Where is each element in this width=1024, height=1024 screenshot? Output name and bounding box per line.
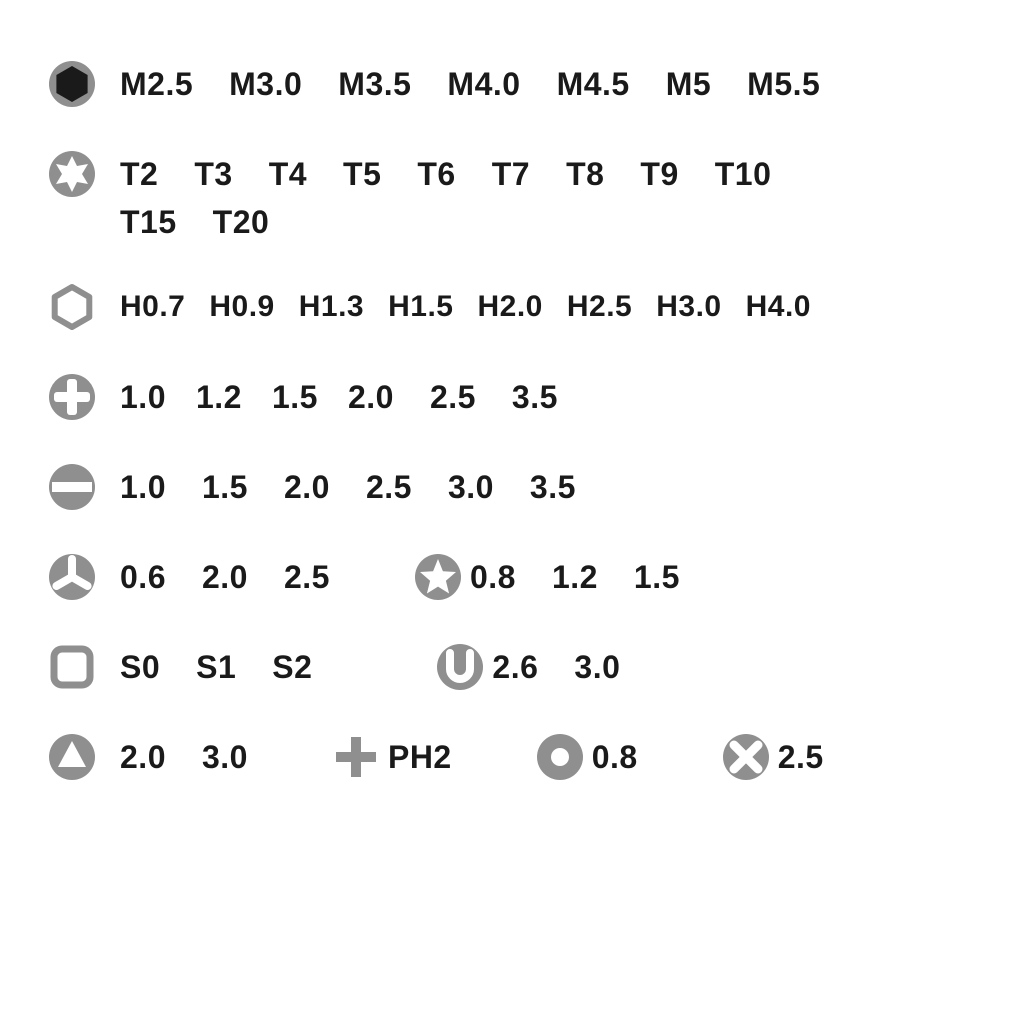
plus-outline-icon <box>332 733 388 781</box>
seg-square: S0 S1 S2 <box>48 643 348 691</box>
size-label: S0 <box>120 649 160 686</box>
size-label: 0.8 <box>592 739 638 776</box>
size-label: 3.0 <box>448 469 494 506</box>
hex-outline-icon <box>48 283 120 331</box>
size-label: 3.5 <box>530 469 576 506</box>
row-square-u: S0 S1 S2 2.6 3.0 <box>48 643 984 691</box>
seg-triangle: 2.0 3.0 <box>48 733 284 781</box>
hex-socket-icon <box>48 60 120 108</box>
size-label: T9 <box>640 156 678 193</box>
torx-icon <box>48 150 120 198</box>
size-label: H2.0 <box>478 290 543 324</box>
size-label: 2.0 <box>202 559 248 596</box>
size-label: H1.5 <box>388 290 453 324</box>
size-label: 3.0 <box>574 649 620 686</box>
size-label: H1.3 <box>299 290 364 324</box>
size-label: 2.5 <box>778 739 824 776</box>
x-type-icon <box>722 733 778 781</box>
size-label: 1.2 <box>196 379 242 416</box>
size-label: 1.0 <box>120 379 166 416</box>
size-label: T2 <box>120 156 158 193</box>
seg-tri-point: 0.6 2.0 2.5 <box>48 553 366 601</box>
size-label: H3.0 <box>656 290 721 324</box>
slotted-icon <box>48 463 120 511</box>
size-label: 2.0 <box>120 739 166 776</box>
standoff-icon <box>536 733 592 781</box>
seg-standoff: 0.8 <box>536 733 674 781</box>
size-label: M2.5 <box>120 66 193 103</box>
torx-labels-2: T15 T20 <box>120 204 984 241</box>
hex-socket-labels: M2.5 M3.0 M3.5 M4.0 M4.5 M5 M5.5 <box>120 66 984 103</box>
row-hex-socket: M2.5 M3.0 M3.5 M4.0 M4.5 M5 M5.5 <box>48 60 984 108</box>
size-label: 1.2 <box>552 559 598 596</box>
size-label: 2.5 <box>366 469 412 506</box>
u-type-icon <box>436 643 492 691</box>
hex-key-labels: H0.7 H0.9 H1.3 H1.5 H2.0 H2.5 H3.0 H4.0 <box>120 290 984 324</box>
size-label: T8 <box>566 156 604 193</box>
size-label: 3.5 <box>512 379 558 416</box>
size-label: M3.0 <box>229 66 302 103</box>
size-label: 0.8 <box>470 559 516 596</box>
size-label: S2 <box>272 649 312 686</box>
size-label: 2.0 <box>348 379 394 416</box>
size-label: 2.5 <box>430 379 476 416</box>
seg-u-type: 2.6 3.0 <box>436 643 656 691</box>
seg-x-type: 2.5 <box>722 733 860 781</box>
size-label: 2.5 <box>284 559 330 596</box>
size-label: T4 <box>269 156 307 193</box>
row-tri-pentalobe: 0.6 2.0 2.5 0.8 1.2 1.5 <box>48 553 984 601</box>
size-label: 3.0 <box>202 739 248 776</box>
size-label: S1 <box>196 649 236 686</box>
size-label: 0.6 <box>120 559 166 596</box>
size-label: H0.7 <box>120 290 185 324</box>
size-label: H4.0 <box>746 290 811 324</box>
triangle-icon <box>48 733 120 781</box>
size-label: H2.5 <box>567 290 632 324</box>
size-label: M5.5 <box>747 66 820 103</box>
row-hex-key: H0.7 H0.9 H1.3 H1.5 H2.0 H2.5 H3.0 H4.0 <box>48 283 984 331</box>
size-label: 1.5 <box>272 379 318 416</box>
row-triangle-ph2-standoff-x: 2.0 3.0 PH2 0.8 <box>48 733 984 781</box>
row-phillips: 1.0 1.2 1.5 2.0 2.5 3.5 <box>48 373 984 421</box>
size-label: T6 <box>417 156 455 193</box>
slotted-labels: 1.0 1.5 2.0 2.5 3.0 3.5 <box>120 469 984 506</box>
size-label: T20 <box>213 204 270 241</box>
size-label: 2.0 <box>284 469 330 506</box>
size-label: T10 <box>715 156 772 193</box>
square-outline-icon <box>48 643 120 691</box>
size-label: M5 <box>666 66 711 103</box>
torx-labels-1: T2 T3 T4 T5 T6 T7 T8 T9 T10 <box>120 156 984 193</box>
size-label: M3.5 <box>338 66 411 103</box>
row-slotted: 1.0 1.5 2.0 2.5 3.0 3.5 <box>48 463 984 511</box>
size-label: 1.5 <box>634 559 680 596</box>
seg-pentalobe: 0.8 1.2 1.5 <box>414 553 716 601</box>
phillips-labels: 1.0 1.2 1.5 2.0 2.5 3.5 <box>120 379 984 416</box>
row-torx-2: T15 T20 <box>48 204 984 241</box>
row-torx: T2 T3 T4 T5 T6 T7 T8 T9 T10 <box>48 150 984 198</box>
size-label: T3 <box>194 156 232 193</box>
phillips-icon <box>48 373 120 421</box>
size-label: 1.5 <box>202 469 248 506</box>
size-label: M4.5 <box>557 66 630 103</box>
size-label: 2.6 <box>492 649 538 686</box>
size-label: T15 <box>120 204 177 241</box>
bit-size-chart: M2.5 M3.0 M3.5 M4.0 M4.5 M5 M5.5 T2 T3 T… <box>0 0 1024 1024</box>
pentalobe-icon <box>414 553 470 601</box>
size-label: M4.0 <box>447 66 520 103</box>
size-label: T5 <box>343 156 381 193</box>
size-label: T7 <box>492 156 530 193</box>
size-label: 1.0 <box>120 469 166 506</box>
size-label: PH2 <box>388 739 452 776</box>
tri-point-icon <box>48 553 120 601</box>
seg-ph2: PH2 <box>332 733 488 781</box>
size-label: H0.9 <box>209 290 274 324</box>
